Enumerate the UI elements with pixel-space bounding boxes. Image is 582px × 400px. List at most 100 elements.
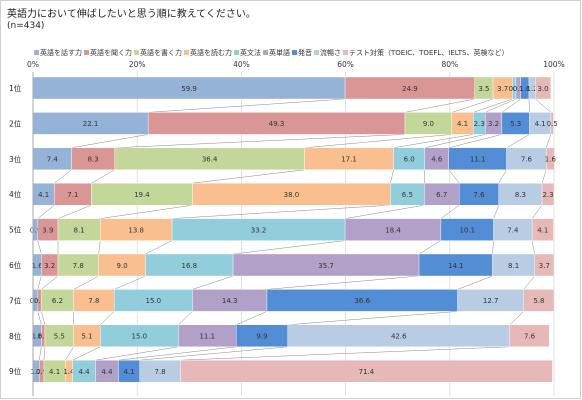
category-label: 9位 (9, 366, 22, 376)
data-label: 33.2 (251, 226, 267, 234)
bar-segment (531, 218, 554, 241)
bar-segment (541, 182, 555, 206)
series-connector-line (523, 275, 535, 290)
x-tick-label: 80% (441, 60, 458, 69)
series-connector-line (172, 204, 391, 219)
series-connector-line (148, 98, 346, 113)
data-label: 18.4 (385, 226, 401, 234)
data-label: 1.6 (545, 156, 557, 164)
data-label: 6.5 (402, 191, 413, 199)
data-label: 7.8 (155, 368, 166, 376)
series-connector-line (91, 169, 115, 184)
series-connector-line (448, 134, 502, 149)
legend-swatch (234, 50, 239, 55)
legend-label: 英語を読む力 (190, 48, 232, 57)
bar-segment (509, 324, 550, 347)
legend-item: 英語を書く力 (134, 48, 182, 58)
data-label: 12.7 (483, 297, 499, 305)
data-label: 6.0 (404, 156, 415, 164)
legend-item: 発音 (292, 48, 312, 58)
data-label: 5.3 (510, 120, 521, 128)
x-tick-label: 0% (27, 60, 39, 69)
x-tick-label: 100% (543, 60, 564, 69)
series-connector-line (37, 240, 42, 255)
data-label: 4.1 (49, 368, 60, 376)
series-connector-line (418, 240, 442, 255)
data-label: 1.6 (32, 333, 44, 341)
bar-segment (535, 76, 552, 100)
legend-item: 英単語 (263, 48, 290, 58)
series-connector-line (528, 98, 530, 113)
series-connector-line (39, 346, 42, 361)
bar-segment (550, 112, 554, 135)
data-label: 11.1 (470, 156, 486, 164)
data-label: 17.1 (341, 156, 357, 164)
series-connector-line (192, 275, 234, 290)
series-connector-line (345, 204, 425, 219)
series-connector-line (43, 346, 46, 361)
legend: 英語を話す力 英語を聞く力 英語を書く力 英語を読む力 英文法 英単語 発音 流暢さ テスト対策… (34, 40, 579, 57)
x-tick-label: 20% (129, 60, 146, 69)
series-connector-line (114, 134, 406, 149)
series-connector-line (509, 311, 524, 325)
series-connector-line (541, 169, 547, 184)
data-label: 2.3 (474, 120, 485, 128)
data-label: 36.4 (202, 156, 218, 164)
data-label: 9.0 (423, 120, 434, 128)
series-connector-line (192, 169, 305, 184)
data-label: 0.5 (547, 120, 558, 128)
series-connector-line (531, 240, 535, 255)
data-label: 7.6 (524, 333, 536, 341)
chart-title: 英語力において伸ばしたいと思う順に教えてください。 (7, 9, 256, 20)
series-connector-line (451, 98, 494, 113)
data-label: 0.9 (513, 85, 524, 93)
data-label: 16.8 (182, 262, 198, 270)
data-label: 1.6 (32, 262, 44, 270)
legend-label: 英語を書く力 (140, 48, 182, 57)
series-connector-line (73, 275, 99, 290)
legend-item: 英文法 (234, 48, 261, 58)
category-label: 2位 (9, 118, 22, 128)
series-connector-line (492, 240, 494, 255)
data-label: 4.6 (431, 156, 443, 164)
data-label: 4.4 (78, 368, 90, 376)
data-label: 4.1 (535, 120, 546, 128)
series-connector-line (233, 240, 346, 255)
series-connector-line (54, 169, 72, 184)
legend-label: 英語を聞く力 (90, 48, 132, 57)
data-label: 5.1 (81, 333, 92, 341)
series-connector-line (100, 311, 115, 325)
series-connector-line (98, 240, 101, 255)
data-label: 8.1 (74, 226, 85, 234)
legend-swatch (84, 50, 89, 55)
series-connector-line (114, 275, 146, 290)
legend-item: 英語を話す力 (34, 48, 82, 58)
data-label: 13.8 (128, 226, 144, 234)
legend-swatch (34, 50, 39, 55)
data-label: 5.5 (54, 333, 65, 341)
series-connector-line (41, 311, 46, 325)
x-tick-label: 40% (233, 60, 250, 69)
data-label: 4.1 (124, 368, 135, 376)
data-label: 0.9 (30, 297, 41, 305)
series-connector-line (473, 98, 513, 113)
data-label: 1.4 (63, 368, 75, 376)
data-label: 35.7 (318, 262, 334, 270)
series-connector-line (501, 98, 521, 113)
legend-label: 英単語 (269, 48, 290, 57)
data-label: 59.9 (181, 85, 197, 93)
series-connector-line (404, 98, 475, 113)
legend-item: 英語を読む力 (184, 48, 232, 58)
data-label: 7.6 (473, 191, 485, 199)
data-label: 8.3 (515, 191, 526, 199)
data-label: 15.0 (146, 297, 162, 305)
series-connector-line (440, 204, 460, 219)
data-label: 1.2 (527, 85, 538, 93)
bar-segment (180, 360, 553, 383)
data-label: 36.6 (354, 297, 370, 305)
data-label: 24.9 (402, 85, 418, 93)
chart-subtitle: (n=434) (7, 21, 45, 31)
data-label: 3.2 (44, 262, 55, 270)
data-label: 11.1 (199, 333, 215, 341)
